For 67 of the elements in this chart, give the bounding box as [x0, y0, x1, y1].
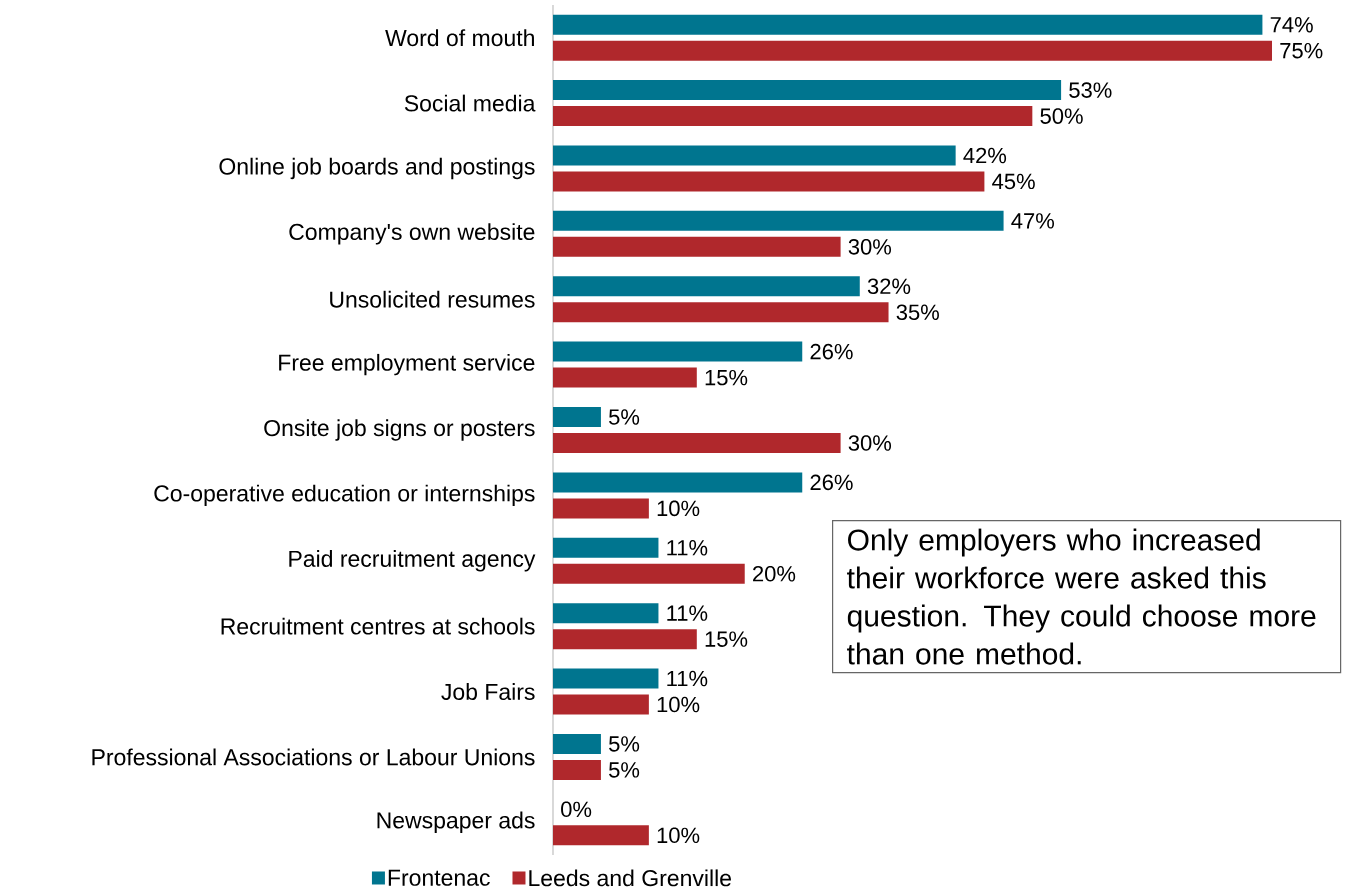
bar: [553, 759, 601, 780]
data-label: 11%: [667, 605, 708, 621]
bar: [553, 302, 889, 323]
data-label: 35%: [896, 304, 939, 321]
data-label: 45%: [992, 173, 1035, 190]
data-label: 50%: [1040, 108, 1083, 124]
data-label: 74%: [1270, 17, 1313, 33]
annotation: Only employers who increased their workforce were asked this question. They could choose more than one method.: [847, 528, 1316, 665]
bar: [553, 433, 841, 454]
y-tick-label: Onsite job signs or posters: [264, 419, 535, 441]
data-label: 10%: [657, 827, 700, 844]
data-label: 15%: [705, 369, 748, 386]
bar: [553, 498, 649, 519]
bar: [553, 276, 860, 297]
y-tick-label: Recruitment centres at schools: [221, 617, 535, 635]
data-label: 26%: [810, 474, 853, 491]
bar: [553, 407, 601, 428]
bar: [553, 537, 659, 558]
bar: [553, 629, 697, 650]
y-tick-label: Word of mouth: [385, 29, 534, 47]
bar: [553, 563, 745, 584]
bar: [553, 145, 956, 166]
bar: [553, 106, 1033, 127]
bar: [553, 825, 649, 846]
bar: [553, 236, 841, 257]
bar: [553, 367, 697, 388]
y-tick-label: Online job boards and postings: [219, 157, 535, 180]
data-label: 11%: [667, 540, 708, 556]
data-label: 5%: [609, 409, 640, 425]
data-label: 30%: [848, 239, 892, 255]
data-label: 42%: [963, 147, 1007, 164]
y-tick-label: Paid recruitment agency: [289, 550, 536, 572]
data-label: 10%: [657, 500, 700, 517]
bar: [553, 694, 649, 715]
bar: [553, 210, 1004, 231]
bar: [553, 733, 601, 754]
data-label: 47%: [1011, 213, 1055, 229]
data-label: 15%: [705, 631, 748, 647]
data-label: 10%: [657, 696, 700, 713]
data-label: 0%: [561, 801, 592, 818]
y-tick-label: Company's own website: [289, 223, 535, 245]
legend-label: Leeds and Grenville: [529, 869, 731, 887]
data-label: 26%: [810, 343, 853, 360]
bar: [553, 80, 1062, 101]
bar: [553, 14, 1263, 35]
legend-label: Frontenac: [388, 869, 490, 886]
bar: [553, 603, 659, 624]
bar: [553, 472, 803, 493]
y-tick-label: Free employment service: [279, 353, 535, 376]
data-label: 5%: [609, 762, 640, 778]
bar: [553, 668, 659, 689]
y-tick-label: Professional Associations or Labour Unions: [92, 748, 535, 766]
data-label: 5%: [609, 736, 640, 752]
bar: [553, 341, 803, 362]
y-tick-label: Newspaper ads: [377, 811, 535, 834]
y-tick-label: Social media: [404, 94, 536, 112]
y-tick-label: Co-operative education or internships: [154, 484, 535, 507]
data-label: 20%: [753, 565, 796, 582]
y-tick-label: Job Fairs: [441, 683, 535, 700]
bar: [553, 171, 985, 192]
data-label: 30%: [848, 435, 892, 451]
data-label: 32%: [867, 278, 911, 295]
data-label: 75%: [1280, 42, 1323, 59]
y-tick-label: Unsolicited resumes: [330, 290, 535, 308]
bar: [553, 40, 1273, 61]
data-label: 11%: [667, 670, 708, 687]
data-label: 53%: [1069, 82, 1112, 98]
